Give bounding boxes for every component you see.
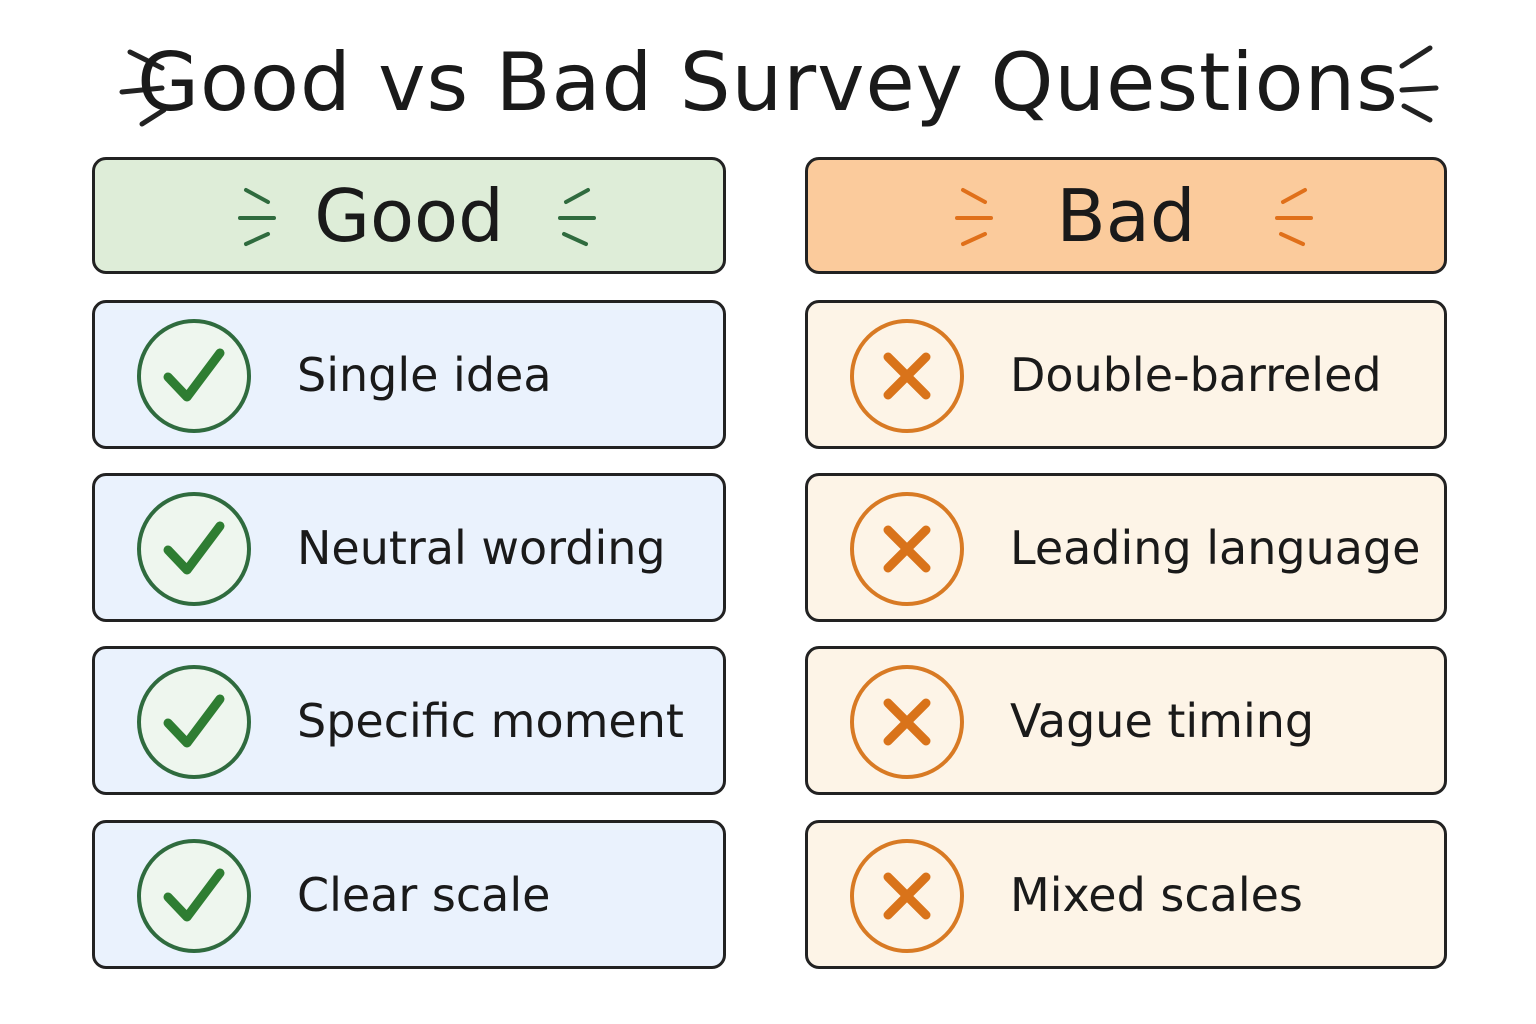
heading-text: Good — [314, 173, 504, 258]
icon-mark — [883, 698, 931, 746]
heading-text: Bad — [1056, 173, 1196, 258]
icon-circle — [137, 839, 251, 953]
title: Good vs Bad Survey Questions — [137, 36, 1399, 129]
item-card: Vague timing — [805, 646, 1447, 795]
icon-mark — [883, 525, 931, 573]
check-icon — [137, 665, 251, 779]
column-heading: Bad — [805, 157, 1447, 274]
item-text: Leading language — [1010, 520, 1421, 575]
check-icon — [137, 319, 251, 433]
item-card: Double-barreled — [805, 300, 1447, 449]
heading-decoration — [558, 188, 596, 246]
dash — [562, 232, 588, 246]
heading-decoration — [1275, 188, 1313, 246]
item-text: Double-barreled — [1010, 347, 1382, 402]
item-card: Mixed scales — [805, 820, 1447, 969]
icon-mark — [163, 868, 225, 922]
item-text: Clear scale — [297, 867, 551, 922]
check-icon — [137, 839, 251, 953]
dash — [244, 188, 270, 204]
item-text: Single idea — [297, 347, 552, 402]
icon-mark — [883, 872, 931, 920]
cross-icon — [850, 665, 964, 779]
item-card: Clear scale — [92, 820, 726, 969]
item-card: Single idea — [92, 300, 726, 449]
heading-decoration — [955, 188, 993, 246]
icon-circle — [137, 492, 251, 606]
cross-icon — [850, 839, 964, 953]
item-text: Vague timing — [1010, 693, 1315, 748]
item-text: Specific moment — [297, 693, 684, 748]
item-text: Mixed scales — [1010, 867, 1303, 922]
column-heading: Good — [92, 157, 726, 274]
item-card: Specific moment — [92, 646, 726, 795]
cross-icon — [850, 319, 964, 433]
icon-mark — [163, 348, 225, 402]
item-card: Neutral wording — [92, 473, 726, 622]
dash — [1281, 188, 1307, 204]
icon-mark — [883, 352, 931, 400]
dash — [564, 188, 590, 204]
title-decoration — [119, 49, 167, 127]
item-card: Leading language — [805, 473, 1447, 622]
check-icon — [137, 492, 251, 606]
icon-mark — [163, 521, 225, 575]
icon-mark — [163, 694, 225, 748]
cross-icon — [850, 492, 964, 606]
dash — [1279, 232, 1305, 246]
title-decoration — [1399, 45, 1439, 123]
dash — [961, 232, 987, 246]
icon-circle — [137, 665, 251, 779]
icon-circle — [137, 319, 251, 433]
dash — [961, 188, 987, 204]
heading-decoration — [238, 188, 276, 246]
dash — [244, 232, 270, 246]
item-text: Neutral wording — [297, 520, 666, 575]
